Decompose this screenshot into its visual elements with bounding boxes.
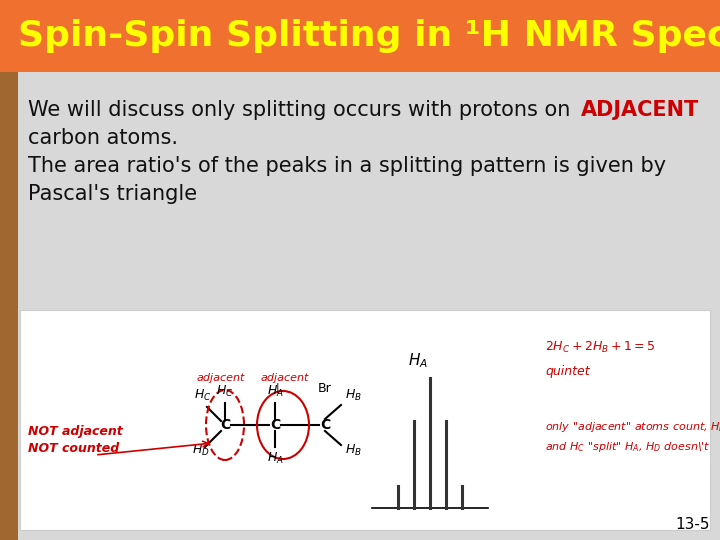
Text: $2H_C + 2H_B + 1 = 5$: $2H_C + 2H_B + 1 = 5$ bbox=[545, 340, 655, 355]
Text: Pascal's triangle: Pascal's triangle bbox=[28, 184, 197, 204]
Text: C: C bbox=[320, 418, 330, 432]
Text: ADJACENT: ADJACENT bbox=[581, 100, 699, 120]
Text: NOT adjacent
NOT counted: NOT adjacent NOT counted bbox=[28, 424, 122, 456]
Text: $H_D$: $H_D$ bbox=[192, 443, 210, 458]
Bar bbox=[0, 72, 18, 540]
Text: quintet: quintet bbox=[545, 365, 590, 378]
Text: and $H_C$ "split" $H_A$, $H_D$ doesn\'t: and $H_C$ "split" $H_A$, $H_D$ doesn\'t bbox=[545, 440, 711, 454]
Text: Br: Br bbox=[318, 382, 332, 395]
Text: carbon atoms.: carbon atoms. bbox=[28, 128, 178, 148]
Text: |: | bbox=[275, 382, 279, 393]
Text: $H_C$: $H_C$ bbox=[194, 388, 212, 403]
Text: $H_B$: $H_B$ bbox=[345, 388, 362, 403]
Text: adjacent: adjacent bbox=[261, 373, 309, 383]
Text: $H_A$: $H_A$ bbox=[266, 451, 284, 466]
Bar bbox=[18, 72, 720, 540]
Text: Spin-Spin Splitting in ¹H NMR Spectra: Spin-Spin Splitting in ¹H NMR Spectra bbox=[18, 19, 720, 53]
Text: $H_A$: $H_A$ bbox=[408, 352, 428, 370]
Bar bbox=[0, 0, 720, 72]
Text: $H_A$: $H_A$ bbox=[266, 384, 284, 399]
Text: C: C bbox=[270, 418, 280, 432]
Text: only "adjacent" atoms count, $H_B$: only "adjacent" atoms count, $H_B$ bbox=[545, 420, 720, 434]
Text: 13-5: 13-5 bbox=[675, 517, 710, 532]
Text: $H_C$: $H_C$ bbox=[216, 384, 234, 399]
Text: We will discuss only splitting occurs with protons on: We will discuss only splitting occurs wi… bbox=[28, 100, 577, 120]
Text: The area ratio's of the peaks in a splitting pattern is given by: The area ratio's of the peaks in a split… bbox=[28, 156, 666, 176]
Bar bbox=[20, 310, 710, 530]
Text: $H_B$: $H_B$ bbox=[345, 443, 362, 458]
Text: C: C bbox=[220, 418, 230, 432]
Text: adjacent: adjacent bbox=[197, 373, 246, 383]
